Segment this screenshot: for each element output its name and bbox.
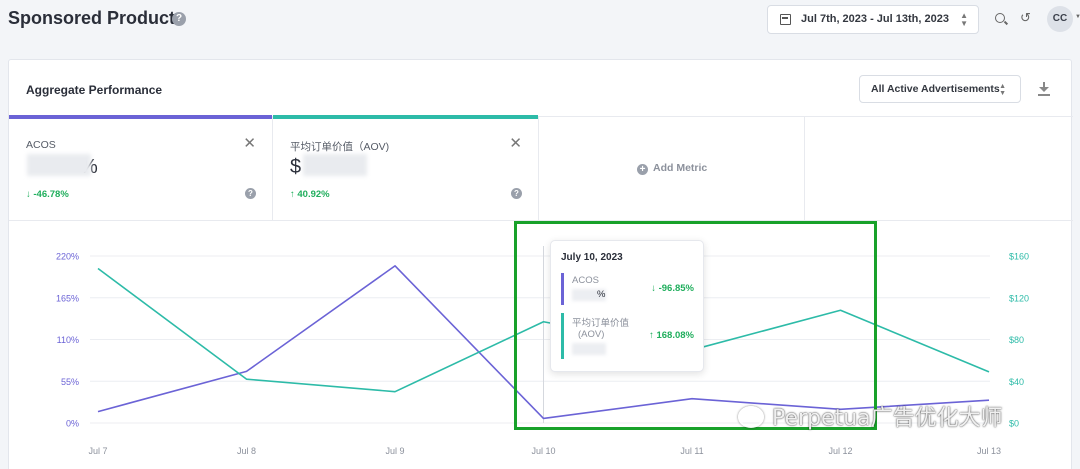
x-axis-tick: Jul 12	[828, 446, 852, 456]
x-axis-tick: Jul 11	[680, 446, 703, 456]
tooltip-metric-name-suffix: (AOV)	[578, 329, 605, 340]
calendar-icon	[780, 14, 791, 25]
left-axis-tick: 165%	[56, 293, 79, 303]
date-range-text: Jul 7th, 2023 - Jul 13th, 2023	[801, 13, 949, 25]
metric-delta: ↑ 40.92%	[290, 189, 330, 200]
series-swatch	[561, 313, 564, 359]
right-axis-tick: $80	[1009, 335, 1024, 345]
help-icon[interactable]: ?	[245, 188, 256, 199]
left-axis-tick: 220%	[56, 252, 79, 262]
tooltip-delta: ↑ 168.08%	[649, 330, 694, 341]
metric-name: 平均订单价值（AOV)	[290, 141, 390, 153]
series-swatch	[561, 273, 564, 305]
redacted-value	[303, 154, 367, 176]
x-axis-tick: Jul 8	[237, 446, 256, 456]
x-axis-tick: Jul 10	[531, 446, 555, 456]
search-icon[interactable]	[995, 13, 1005, 23]
left-axis-tick: 110%	[57, 335, 79, 345]
plus-icon: +	[637, 164, 648, 175]
metric-delta: ↓ -46.78%	[26, 189, 69, 200]
page-title: Sponsored Products	[8, 8, 186, 28]
metric-value: $	[290, 156, 302, 178]
watermark: Perpetua广告优化大师	[738, 400, 1003, 432]
add-metric-button[interactable]: + Add Metric	[637, 162, 707, 175]
avatar[interactable]: CC	[1047, 6, 1073, 32]
tooltip-date: July 10, 2023	[561, 252, 623, 263]
x-axis-tick: Jul 7	[88, 446, 107, 456]
close-icon[interactable]: ✕	[243, 135, 256, 152]
metric-tile-aov[interactable]: 平均订单价值（AOV) ✕ $ ↑ 40.92% ?	[273, 115, 539, 221]
sort-arrows-icon: ▲ ▼	[960, 11, 968, 28]
tooltip-metric-name: 平均订单价值	[572, 318, 630, 329]
right-axis-tick: $120	[1009, 293, 1029, 303]
tooltip-metric-value: %	[597, 289, 606, 300]
date-range-picker[interactable]: Jul 7th, 2023 - Jul 13th, 2023 ▲ ▼	[767, 5, 979, 34]
redacted-value	[572, 343, 606, 355]
sort-arrows-icon: ▲ ▼	[999, 83, 1006, 97]
add-metric-tile[interactable]: + Add Metric	[539, 117, 805, 221]
x-axis-tick: Jul 9	[385, 446, 404, 456]
download-icon[interactable]	[1038, 82, 1050, 96]
ads-filter-value: All Active Advertisements	[871, 83, 1000, 95]
history-icon[interactable]: ↺	[1020, 10, 1031, 25]
metric-color-bar	[9, 115, 272, 119]
left-axis-tick: 55%	[61, 377, 79, 387]
chart-tooltip: July 10, 2023 ACOS % ↓ -96.85% 平均订单价值 (A…	[550, 240, 704, 372]
wechat-icon	[738, 406, 764, 428]
right-axis-tick: $160	[1009, 252, 1029, 262]
metric-row: ACOS ✕ % ↓ -46.78% ? 平均订单价值（AOV) ✕ $ ↑ 4…	[9, 115, 1073, 221]
x-axis-tick: Jul 13	[977, 446, 1001, 456]
card-title: Aggregate Performance	[26, 83, 163, 97]
right-axis-tick: $40	[1009, 377, 1024, 387]
tooltip-delta: ↓ -96.85%	[651, 283, 694, 294]
left-axis-tick: 0%	[66, 419, 79, 429]
redacted-value	[27, 154, 91, 176]
close-icon[interactable]: ✕	[509, 135, 522, 152]
metric-name: ACOS	[26, 139, 56, 151]
top-bar: Sponsored Products ? Jul 7th, 2023 - Jul…	[0, 0, 1080, 44]
highlight-annotation-box	[514, 221, 877, 430]
metric-tile-acos[interactable]: ACOS ✕ % ↓ -46.78% ?	[9, 115, 273, 221]
help-icon[interactable]: ?	[511, 188, 522, 199]
chevron-down-icon[interactable]: ▼	[1075, 14, 1080, 20]
right-axis-tick: $0	[1009, 419, 1019, 429]
metric-color-bar	[273, 115, 538, 119]
ads-filter-select[interactable]: All Active Advertisements ▲ ▼	[859, 75, 1021, 103]
aggregate-performance-card: Aggregate Performance All Active Adverti…	[8, 59, 1073, 469]
redacted-value	[572, 289, 606, 301]
help-icon[interactable]: ?	[172, 12, 186, 26]
tooltip-metric-name: ACOS	[572, 275, 599, 286]
